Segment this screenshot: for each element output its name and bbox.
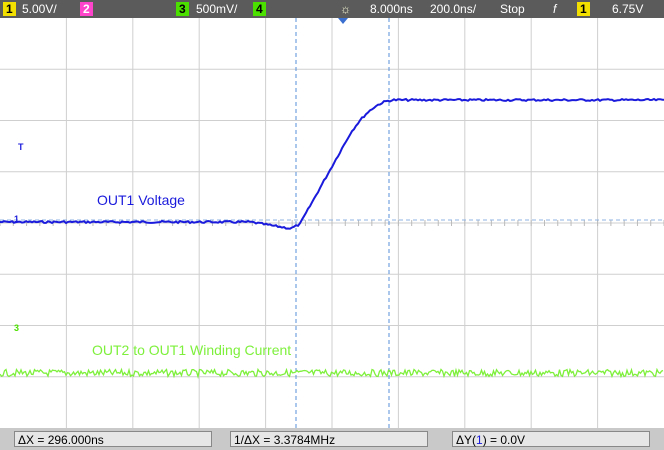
ch1-trace [0, 97, 664, 230]
out2-label: OUT2 to OUT1 Winding Current [92, 342, 292, 358]
ch2-badge: 2 [80, 2, 93, 16]
measurement-bar: ΔX = 296.000ns 1/ΔX = 3.3784MHz ΔY(1) = … [0, 428, 664, 450]
timebase: 200.0ns/ [430, 2, 477, 16]
ch1-badge: 1 [3, 2, 16, 16]
graticule [0, 18, 664, 428]
out1-label: OUT1 Voltage [97, 192, 185, 208]
delta-y: ΔY(1) = 0.0V [452, 431, 650, 447]
run-status: Stop [500, 2, 525, 16]
delta-y-suffix: ) = 0.0V [482, 433, 526, 447]
trigger-source: 1 [577, 2, 590, 16]
delta-y-prefix: ΔY( [456, 433, 477, 447]
ch1-scale: 5.00V/ [22, 2, 57, 16]
delta-y-channel: 1 [476, 433, 483, 447]
trigger-slope: f [553, 2, 557, 16]
inverse-delta-x: 1/ΔX = 3.3784MHz [230, 431, 428, 447]
trigger-pointer [338, 18, 348, 24]
ch3-badge: 3 [176, 2, 189, 16]
trigger-marker: T [18, 142, 24, 152]
ch1-marker: 1 [14, 214, 20, 224]
status-bar: 1 5.00V/ 2 3 500mV/ 4 ☼ 8.000ns 200.0ns/… [0, 0, 664, 18]
trigger-level: 6.75V [612, 2, 644, 16]
delta-x: ΔX = 296.000ns [14, 431, 212, 447]
ch3-marker: 3 [14, 323, 20, 333]
ch3-trace [0, 367, 664, 380]
ch3-scale: 500mV/ [196, 2, 238, 16]
delay: 8.000ns [370, 2, 413, 16]
ch4-badge: 4 [253, 2, 266, 16]
trigger-icon: ☼ [340, 2, 351, 16]
